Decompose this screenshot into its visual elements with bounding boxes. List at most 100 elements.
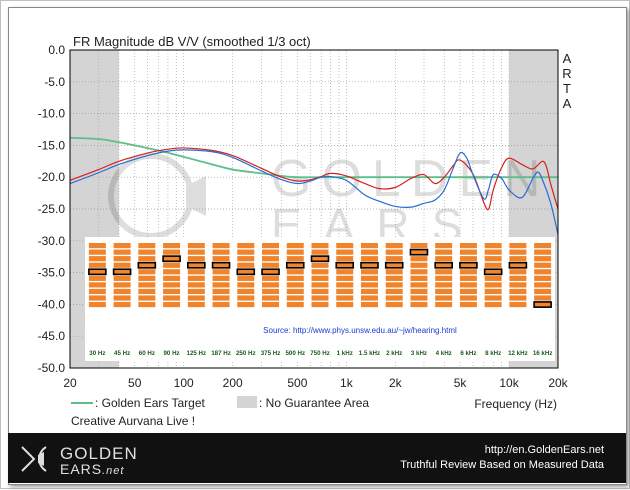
hearing-cell — [360, 269, 378, 275]
hearing-cell — [113, 256, 131, 262]
hearing-cell — [88, 262, 106, 268]
hearing-cell — [212, 275, 230, 281]
hearing-cell — [459, 301, 477, 308]
hearing-cell — [360, 295, 378, 301]
hearing-cell — [509, 288, 527, 295]
footer-logo-suffix: .net — [102, 465, 125, 477]
hearing-cell — [435, 295, 453, 301]
hearing-cell — [286, 249, 304, 255]
hearing-cell — [187, 301, 205, 308]
hearing-cell — [410, 288, 428, 295]
hearing-cell — [113, 295, 131, 301]
hearing-cell — [163, 249, 181, 255]
hearing-cell — [410, 262, 428, 268]
hearing-cell — [163, 295, 181, 301]
hearing-cell — [138, 249, 156, 255]
hearing-cell — [410, 295, 428, 301]
x-tick-label: 100 — [174, 376, 194, 390]
hearing-cell — [385, 295, 403, 301]
hearing-cell — [509, 249, 527, 255]
hearing-cell — [237, 288, 255, 295]
hearing-cell — [262, 275, 280, 281]
hearing-band-label: 16 kHz — [533, 350, 553, 357]
hearing-cell — [113, 275, 131, 281]
hearing-cell — [410, 282, 428, 288]
hearing-cell — [212, 269, 230, 275]
y-tick-label: 0.0 — [48, 43, 65, 57]
arta-letter: A — [563, 51, 572, 66]
hearing-cell — [138, 301, 156, 308]
hearing-band-label: 1 kHz — [337, 350, 353, 357]
y-tick-label: -5.0 — [44, 75, 65, 89]
hearing-cell-highlighted — [533, 301, 552, 308]
footer-logo-text-1: GOLDEN — [60, 444, 138, 463]
hearing-cell — [286, 243, 304, 249]
hearing-cell — [212, 243, 230, 249]
hearing-cell — [534, 243, 552, 249]
hearing-cell — [336, 249, 354, 255]
y-tick-label: -20.0 — [38, 170, 66, 184]
hearing-chart: 30 Hz 45 Hz 60 Hz 90 Hz 125 Hz 187 Hz 250 Hz 37… — [85, 237, 555, 361]
hearing-cell-highlighted — [434, 261, 453, 269]
hearing-cell — [336, 282, 354, 288]
hearing-cell — [435, 282, 453, 288]
hearing-cell-highlighted — [261, 268, 280, 276]
hearing-cell — [509, 256, 527, 262]
hearing-cell — [311, 282, 329, 288]
series-left-line — [70, 149, 558, 235]
hearing-cell — [163, 288, 181, 295]
hearing-cell — [138, 275, 156, 281]
hearing-cell-highlighted — [335, 261, 355, 269]
hearing-band-label: 12 kHz — [508, 350, 528, 357]
hearing-cell — [163, 275, 181, 281]
hearing-cell — [187, 249, 205, 255]
hearing-cell — [138, 269, 156, 275]
hearing-cell — [88, 256, 106, 262]
hearing-cell — [534, 288, 552, 295]
hearing-cell — [385, 249, 403, 255]
hearing-cell — [435, 288, 453, 295]
watermark-logo-icon — [108, 153, 194, 239]
hearing-cell — [484, 301, 502, 308]
hearing-cell — [459, 256, 477, 262]
hearing-cell — [311, 269, 329, 275]
x-tick-label: 20k — [548, 376, 568, 390]
x-tick-label: 10k — [499, 376, 519, 390]
hearing-cell — [410, 301, 428, 308]
y-tick-label: -45.0 — [38, 329, 66, 343]
hearing-cell — [286, 295, 304, 301]
hearing-cell — [163, 269, 181, 275]
hearing-cell — [311, 288, 329, 295]
hearing-cell — [360, 256, 378, 262]
hearing-cell — [509, 275, 527, 281]
hearing-cell — [88, 249, 106, 255]
hearing-cell — [163, 301, 181, 308]
footer-url[interactable]: http://en.GoldenEars.net — [484, 444, 604, 456]
hearing-cell — [237, 282, 255, 288]
hearing-cell — [410, 243, 428, 249]
hearing-cell — [459, 288, 477, 295]
hearing-cell-highlighted — [483, 268, 503, 276]
hearing-source: Source: http://www.phys.unsw.edu.au/~jw/… — [263, 326, 457, 335]
hearing-cell — [113, 262, 131, 268]
hearing-cell — [509, 269, 527, 275]
hearing-cell — [336, 288, 354, 295]
hearing-cell — [385, 269, 403, 275]
hearing-cell — [509, 243, 527, 249]
hearing-cell-highlighted — [409, 248, 429, 256]
hearing-cell — [336, 269, 354, 275]
hearing-band-label: 30 Hz — [89, 350, 105, 357]
hearing-cell — [311, 295, 329, 301]
hearing-band-label: 187 Hz — [211, 350, 231, 357]
hearing-cell — [237, 256, 255, 262]
hearing-cell — [88, 301, 106, 308]
hearing-cell — [113, 288, 131, 295]
hearing-cell-highlighted — [88, 268, 107, 276]
hearing-cell — [435, 249, 453, 255]
hearing-cell — [262, 288, 280, 295]
hearing-cell — [88, 295, 106, 301]
hearing-cell — [410, 275, 428, 281]
hearing-cell — [187, 288, 205, 295]
hearing-cell — [163, 243, 181, 249]
arta-letter: T — [563, 81, 571, 96]
